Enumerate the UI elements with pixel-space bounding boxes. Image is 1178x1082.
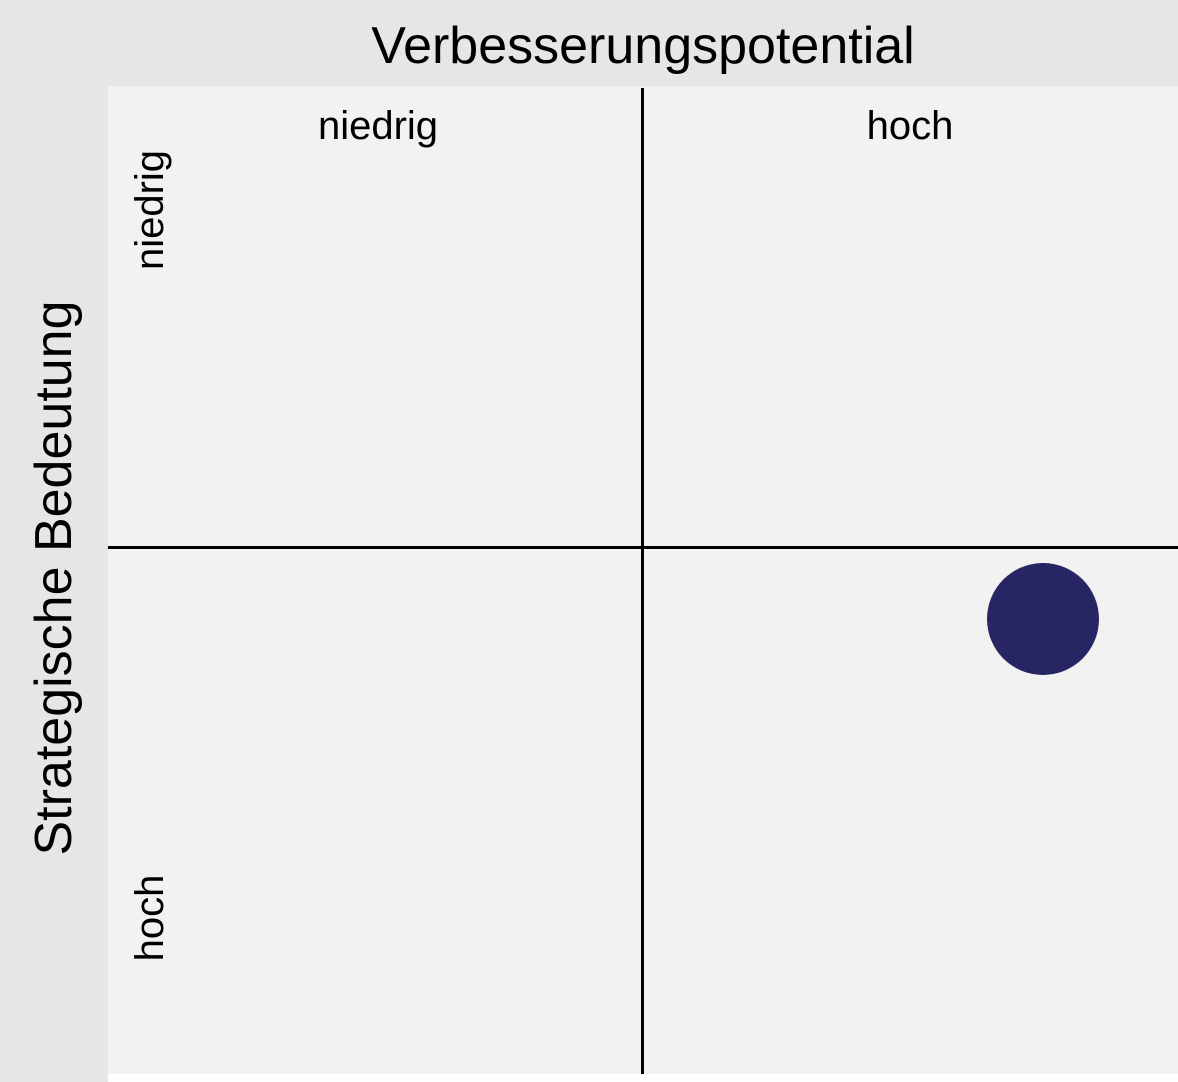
x-axis-low-label: niedrig xyxy=(317,104,439,148)
position-marker xyxy=(987,563,1099,675)
x-axis-header-band xyxy=(0,0,1178,86)
y-axis-title: Strategische Bedeutung xyxy=(25,300,83,856)
x-axis-high-label: hoch xyxy=(866,104,954,148)
x-axis-title: Verbesserungspotential xyxy=(371,17,915,75)
horizontal-divider xyxy=(108,546,1178,549)
y-axis-high-label: hoch xyxy=(128,874,172,962)
vertical-divider xyxy=(641,88,644,1074)
y-axis-low-label: niedrig xyxy=(128,149,172,271)
y-axis-header-band xyxy=(0,0,108,1082)
